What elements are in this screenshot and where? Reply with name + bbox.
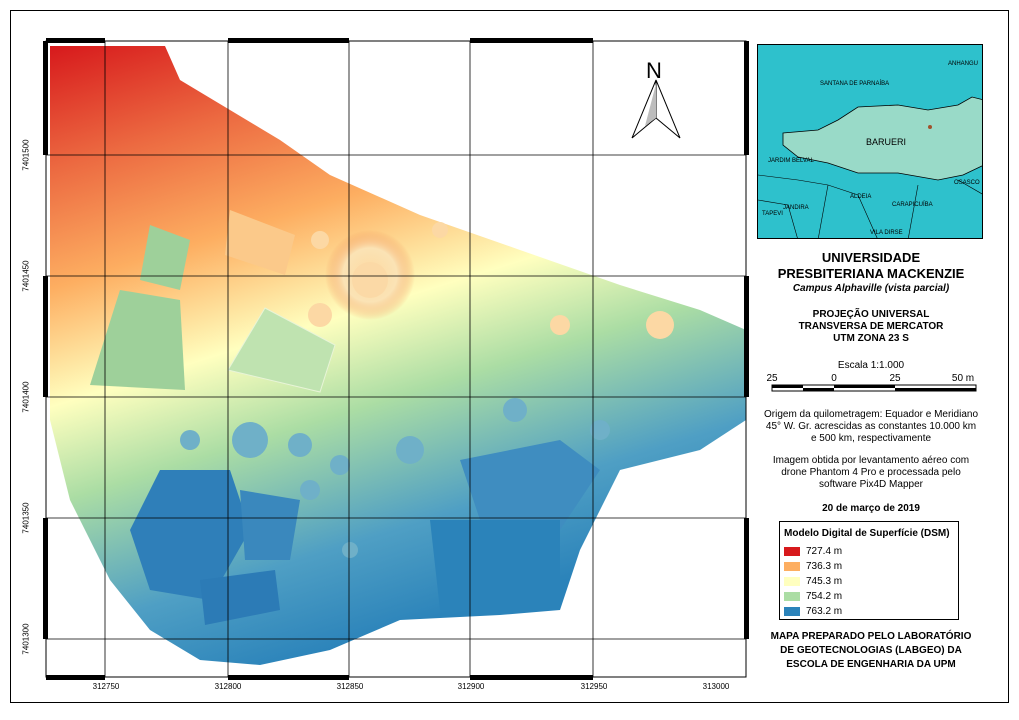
- legend-label: 763.2 m: [806, 606, 843, 617]
- circular-roof: [352, 262, 388, 298]
- x-tick-label: 312950: [580, 682, 608, 691]
- coordinate-grid: [46, 41, 746, 677]
- scale-label: 50 m: [951, 373, 975, 384]
- map-date: 20 de março de 2019: [822, 503, 920, 514]
- scale-bar: [771, 384, 977, 392]
- legend-title: Modelo Digital de Superfície (DSM): [784, 528, 950, 539]
- note-line: drone Phantom 4 Pro e processada pelo: [781, 467, 961, 478]
- x-tick-label: 312750: [92, 682, 120, 691]
- credit-line: ESCOLA DE ENGENHARIA DA UPM: [786, 659, 956, 670]
- legend-label: 727.4 m: [806, 546, 843, 557]
- legend: Modelo Digital de Superfície (DSM) 727.4…: [779, 521, 959, 620]
- y-tick-label: 7401400: [21, 381, 31, 413]
- x-tick-label: 312800: [214, 682, 242, 691]
- legend-label: 745.3 m: [806, 576, 843, 587]
- inset-locator-map: SANTANA DE PARNAÍBA ANHANGU BARUERI JARD…: [757, 44, 983, 239]
- legend-item: 727.4 m: [784, 546, 842, 558]
- graticule-border: [43, 38, 749, 680]
- tree-canopies-upper: [308, 222, 674, 339]
- y-tick-label: 7401300: [21, 623, 31, 655]
- legend-item: 745.3 m: [784, 576, 842, 588]
- legend-swatch: [784, 561, 800, 571]
- projection-line: TRANSVERSA DE MERCATOR: [798, 321, 944, 332]
- inset-label: JARDIM BELVAL: [768, 158, 814, 164]
- building-roof: [240, 490, 300, 560]
- building-roof: [90, 290, 185, 390]
- legend-item: 754.2 m: [784, 591, 842, 603]
- legend-label: 754.2 m: [806, 591, 843, 602]
- note-line: 45° W. Gr. acrescidas as constantes 10.0…: [765, 421, 977, 432]
- legend-swatch: [784, 606, 800, 616]
- north-arrow-icon: [631, 79, 681, 139]
- legend-swatch: [784, 591, 800, 601]
- legend-swatch: [784, 576, 800, 586]
- subtitle: Campus Alphaville (vista parcial): [792, 283, 950, 294]
- y-tick-label: 7401500: [21, 139, 31, 171]
- title-line1: UNIVERSIDADE: [821, 250, 921, 265]
- building-roof: [227, 307, 336, 393]
- legend-label: 736.3 m: [806, 561, 843, 572]
- credit-line: DE GEOTECNOLOGIAS (LABGEO) DA: [780, 645, 962, 656]
- inset-label: OSASCO: [954, 180, 980, 186]
- legend-item: 736.3 m: [784, 561, 842, 573]
- title: UNIVERSIDADE PRESBITERIANA MACKENZIE: [757, 250, 985, 282]
- projection-line: UTM ZONA 23 S: [833, 333, 909, 344]
- image-source-note: Imagem obtida por levantamento aéreo com…: [757, 455, 985, 491]
- inset-label: CARAPICUÍBA: [892, 202, 933, 208]
- x-tick-label: 312900: [457, 682, 485, 691]
- inset-label: BARUERI: [866, 137, 907, 147]
- credit-line: MAPA PREPARADO PELO LABORATÓRIO: [770, 631, 972, 642]
- north-label: N: [646, 58, 662, 83]
- y-tick-label: 7401350: [21, 502, 31, 534]
- origin-note: Origem da quilometragem: Equador e Merid…: [757, 409, 985, 445]
- note-line: Origem da quilometragem: Equador e Merid…: [764, 409, 978, 420]
- scale-label: 0: [831, 373, 837, 384]
- projection-info: PROJEÇÃO UNIVERSAL TRANSVERSA DE MERCATO…: [757, 309, 985, 345]
- building-roof: [140, 225, 190, 290]
- note-line: Imagem obtida por levantamento aéreo com: [772, 455, 970, 466]
- scale-title: Escala 1:1.000: [837, 360, 905, 371]
- building-roof: [430, 520, 560, 610]
- scale-label: 25: [766, 373, 778, 384]
- inset-label: VILA DIRSE: [870, 230, 903, 236]
- credit: MAPA PREPARADO PELO LABORATÓRIO DE GEOTE…: [757, 630, 985, 672]
- building-roof: [130, 470, 250, 600]
- y-tick-label: 7401450: [21, 260, 31, 292]
- building-roof: [225, 210, 295, 275]
- inset-map-drawing: [758, 45, 982, 238]
- x-tick-label: 313000: [702, 682, 730, 691]
- projection-line: PROJEÇÃO UNIVERSAL: [812, 309, 930, 320]
- building-roof: [200, 570, 280, 625]
- title-line2: PRESBITERIANA MACKENZIE: [777, 266, 965, 281]
- legend-swatch: [784, 546, 800, 556]
- map-frame: [10, 10, 1009, 703]
- x-tick-label: 312850: [336, 682, 364, 691]
- inset-label: ALDEIA: [850, 194, 872, 200]
- tree-canopies: [180, 398, 610, 558]
- scale-label: 25: [889, 373, 901, 384]
- building-roof: [460, 440, 600, 530]
- inset-label: JANDIRA: [783, 205, 809, 211]
- inset-label: ANHANGU: [948, 61, 979, 67]
- legend-item: 763.2 m: [784, 606, 842, 618]
- note-line: software Pix4D Mapper: [819, 479, 923, 490]
- note-line: e 500 km, respectivamente: [810, 433, 932, 444]
- inset-label: TAPEVI: [762, 211, 783, 217]
- inset-label: SANTANA DE PARNAÍBA: [820, 81, 890, 87]
